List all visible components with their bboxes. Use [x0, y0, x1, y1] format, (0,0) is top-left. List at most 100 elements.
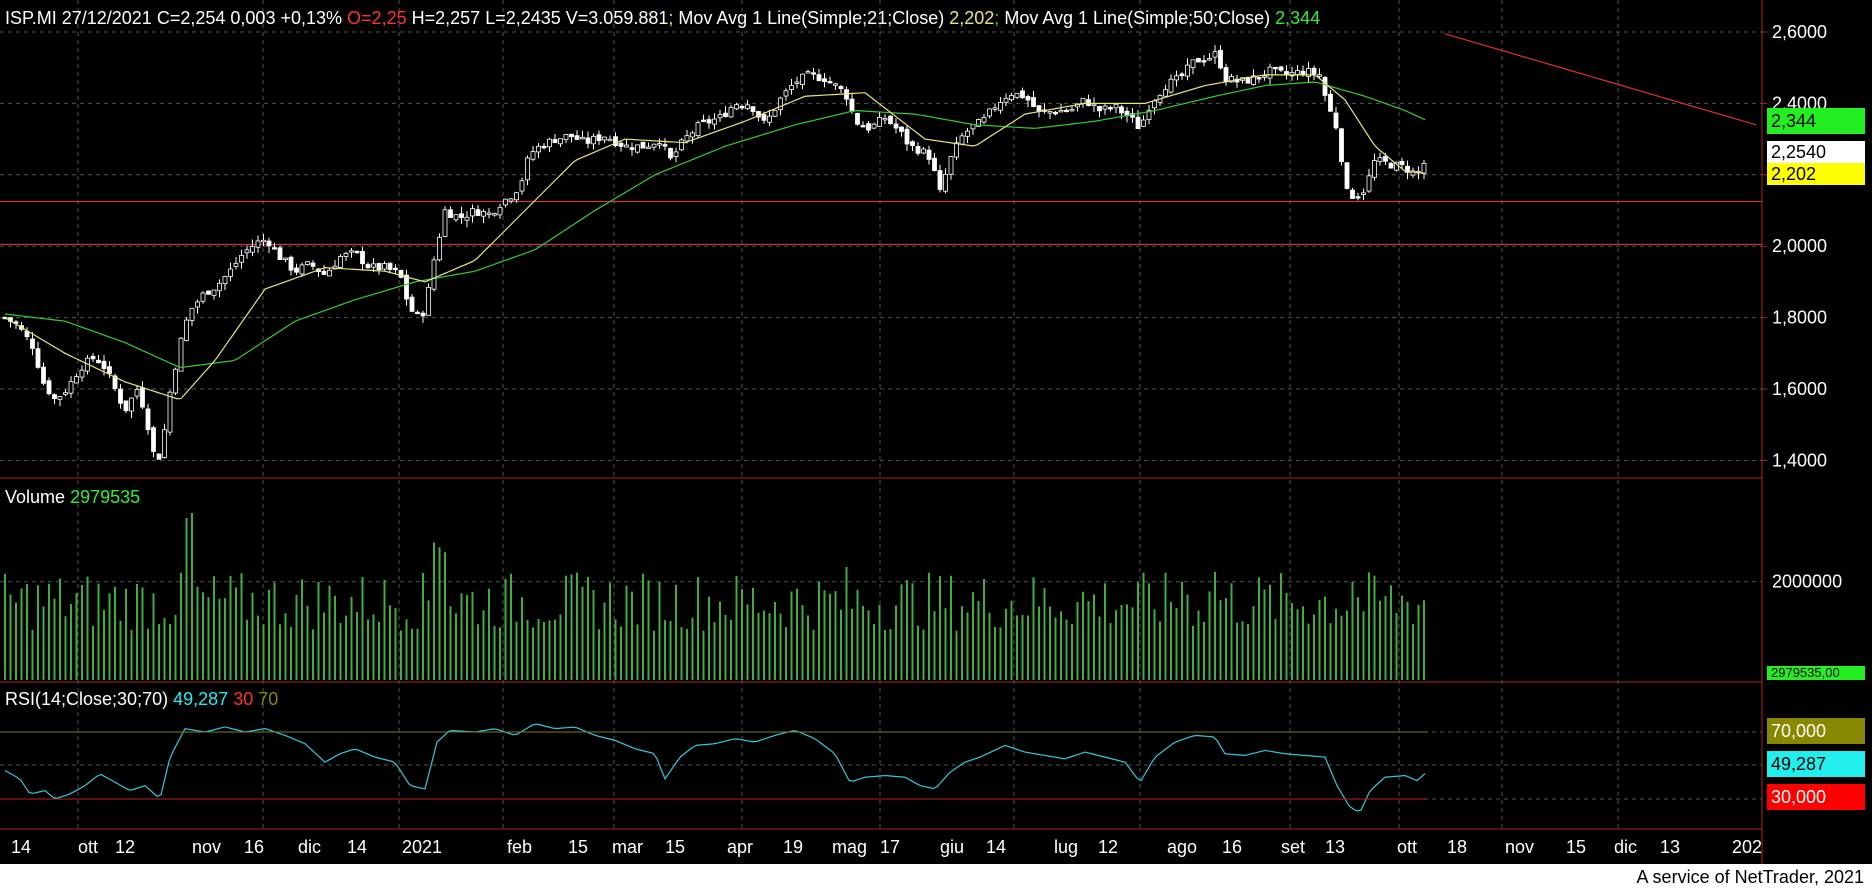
candle-body [162, 429, 167, 458]
volume-bar [1291, 603, 1293, 680]
candle-body [272, 247, 277, 250]
candle-body [585, 137, 591, 144]
candle-body [464, 216, 470, 221]
candle-body [1289, 72, 1295, 77]
candle-body [1069, 108, 1075, 112]
x-tick-label: 2021 [402, 837, 442, 857]
volume-bar [680, 627, 683, 680]
candle-body [624, 144, 629, 148]
candle-body [783, 90, 789, 97]
volume-bar [999, 627, 1002, 680]
volume-bar [1214, 571, 1216, 680]
candle-body [651, 143, 657, 148]
volume-bar [130, 629, 133, 680]
candle-body [519, 180, 525, 192]
candle-body [239, 255, 244, 263]
volume-bar [70, 603, 72, 680]
header-change-pct: +0,13% [280, 8, 343, 28]
x-tick-label: 202 [1732, 837, 1762, 857]
volume-bar [460, 593, 463, 680]
volume-bar [834, 591, 837, 680]
candle-body [954, 142, 959, 158]
candle-body [46, 380, 52, 395]
volume-bar [1076, 601, 1079, 680]
candle-body [354, 250, 360, 254]
candle-body [838, 86, 844, 90]
x-tick-label: feb [507, 837, 532, 857]
candle-body [1306, 68, 1311, 77]
x-tick-label: 15 [1566, 837, 1586, 857]
volume-bar [609, 582, 611, 680]
candle-body [1047, 111, 1053, 114]
candle-body [1102, 105, 1108, 110]
candle-body [195, 301, 200, 308]
volume-bar [818, 581, 820, 680]
volume-bar [1296, 609, 1299, 680]
candle-body [1322, 76, 1328, 96]
candle-body [409, 296, 415, 312]
candle-body [569, 133, 574, 138]
volume-bar [180, 572, 182, 680]
volume-bar [1280, 573, 1282, 680]
candle-body [1278, 66, 1284, 71]
volume-bar [1203, 621, 1205, 680]
volume-bar [746, 604, 749, 680]
candle-body [910, 141, 915, 146]
volume-bar [504, 578, 507, 680]
candle-body [646, 146, 651, 149]
volume-bar [1384, 596, 1387, 680]
volume-bar [1274, 618, 1277, 680]
price-header: ISP.MI 27/12/2021 C=2,254 0,003 +0,13% O… [5, 8, 1321, 28]
volume-bar [224, 598, 226, 680]
candle-body [871, 123, 877, 129]
volume-bar [801, 605, 804, 680]
candle-body [1350, 189, 1355, 199]
volume-bar [911, 583, 914, 680]
volume-bar [977, 600, 980, 680]
candle-body [1174, 75, 1179, 81]
volume-bar [939, 576, 941, 680]
candle-body [596, 134, 602, 142]
candle-body [343, 253, 349, 257]
candle-body [580, 136, 585, 140]
candle-body [140, 387, 145, 408]
candle-body [338, 256, 343, 268]
volume-bar [895, 605, 897, 680]
candle-body [602, 136, 607, 141]
volume-bar [1049, 606, 1051, 680]
header-ma21-label: Mov Avg 1 Line(Simple;21;Close) [678, 8, 945, 28]
volume-bar [158, 624, 160, 680]
volume-bar [669, 620, 672, 680]
candle-body [926, 149, 932, 160]
volume-bar [702, 630, 705, 680]
candle-body [1273, 66, 1278, 70]
candle-body [448, 209, 453, 218]
x-tick-label: dic [298, 837, 321, 857]
candle-body [283, 257, 288, 260]
candle-body [932, 157, 937, 171]
volume-bar [86, 576, 89, 680]
candle-body [1036, 105, 1042, 112]
volume-bar [653, 630, 655, 680]
header-date: 27/12/2021 [61, 8, 152, 28]
volume-bar [1131, 607, 1134, 680]
candle-body [1003, 97, 1009, 103]
candle-body [827, 81, 833, 84]
rsi-value-tag: 49,287 [1767, 751, 1865, 777]
volume-bar [75, 593, 78, 680]
x-tick-label: 16 [1222, 837, 1242, 857]
volume-bar [1021, 614, 1024, 680]
volume-bar [1005, 608, 1007, 680]
volume-bar [301, 579, 303, 680]
candle-body [261, 239, 266, 243]
candle-body [123, 400, 129, 412]
volume-bar [15, 602, 17, 680]
candle-body [442, 209, 448, 237]
volume-bar [1071, 624, 1073, 680]
volume-bar [994, 626, 996, 680]
volume-bar [933, 611, 936, 680]
candle-body [1339, 128, 1344, 162]
candle-body [492, 213, 497, 216]
volume-bar [1153, 609, 1156, 680]
